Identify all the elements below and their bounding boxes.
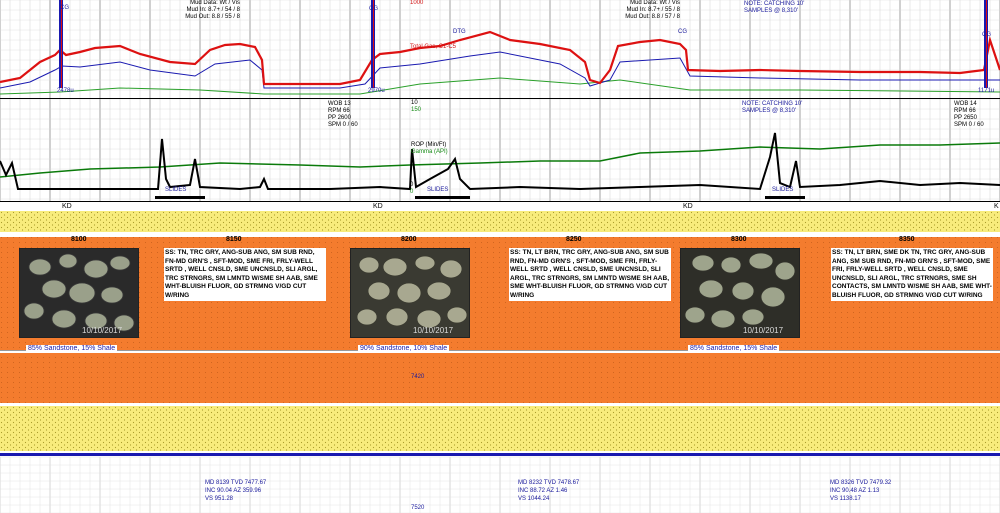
drill-param: WOB 13 <box>328 101 351 107</box>
survey-line: VS 1044.24 <box>518 496 550 502</box>
mud-data-line: Mud In: 8.7+ / 55 / 8 <box>626 7 680 13</box>
survey-line: MD 8326 TVD 7479.32 <box>830 480 892 486</box>
sample-note: NOTE: CATCHING 10' <box>742 101 803 107</box>
rop-gamma-track <box>0 99 1000 201</box>
slide-interval <box>155 196 205 199</box>
sample-note: NOTE: CATCHING 10' <box>744 1 805 7</box>
kd-label: K <box>994 203 999 210</box>
depth-label: 8150 <box>226 236 242 243</box>
sample-note: SAMPLES @ 8,310' <box>742 108 796 114</box>
gas-scale-top: 1000 <box>410 0 424 6</box>
cg-spike <box>61 0 62 88</box>
mud-data-line: Mud Out: 8.8 / 55 / 8 <box>185 14 240 20</box>
rop-curve <box>0 132 1000 191</box>
cuttings-photo: 10/10/2017 <box>680 248 800 338</box>
kd-label: KD <box>683 203 693 210</box>
gas-aux-curve <box>0 77 1000 95</box>
tvd-tick: 7420 <box>411 374 425 380</box>
photo-stamp: 10/10/2017 <box>82 326 123 335</box>
tvd-tick: 7520 <box>411 505 425 511</box>
gamma-curve <box>0 142 1000 178</box>
survey-line: MD 8139 TVD 7477.67 <box>205 480 267 486</box>
rop-scale-bottom: 0 <box>410 182 414 188</box>
total-gas-label: Total Gas, C1-C5 <box>410 44 457 50</box>
mud-data-line: Mud In: 8.7+ / 54 / 8 <box>186 7 240 13</box>
sandstone-zone <box>0 353 1000 403</box>
drill-param: SPM 0 / 60 <box>954 122 984 128</box>
survey-line: VS 951.28 <box>205 496 234 502</box>
gas-track <box>0 0 1000 99</box>
rop-scale-top: 10 <box>411 100 418 106</box>
survey-line: INC 90.04 AZ 359.96 <box>205 488 262 494</box>
slides-label: SLIDES <box>772 187 794 193</box>
cuttings-image: 10/10/2017 <box>681 249 799 337</box>
survey-line: VS 1138.17 <box>830 496 861 502</box>
sample-caption: 85% Sandstone, 15% Shale <box>688 345 780 352</box>
total-gas-curve <box>0 30 1000 86</box>
slides-label: SLIDES <box>427 187 449 193</box>
drill-param: RPM 66 <box>328 108 350 114</box>
gamma-scale-bottom: 0 <box>410 189 414 195</box>
cg-spike <box>373 0 374 88</box>
photo-stamp: 10/10/2017 <box>413 326 454 335</box>
cuttings-image: 10/10/2017 <box>351 249 469 337</box>
mud-data-line: Mud Data: Wt / Vis <box>190 0 240 6</box>
cg-marker: CG <box>982 32 991 38</box>
sand-band-bottom <box>0 406 1000 451</box>
drill-param: PP 2600 <box>328 115 351 121</box>
depth-label: 8250 <box>566 236 582 243</box>
survey-line: INC 88.72 AZ 1.46 <box>518 488 568 494</box>
gamma-scale-top: 150 <box>411 107 422 113</box>
depth-label: 8200 <box>401 236 417 243</box>
slide-intervals <box>155 196 805 199</box>
photo-stamp: 10/10/2017 <box>743 326 784 335</box>
gamma-label: Gamma (API) <box>411 149 448 155</box>
slides-label: SLIDES <box>165 187 187 193</box>
rop-grid <box>0 99 1000 201</box>
gas-peak-value: 1171u <box>978 88 995 94</box>
strip-grid <box>0 456 1000 513</box>
rop-label: ROP (Min/Ft) <box>411 142 447 148</box>
cg-marker: CG <box>678 29 687 35</box>
sample-note: SAMPLES @ 8,310' <box>744 8 798 14</box>
sample-caption: 90% Sandstone, 10% Shale <box>358 345 450 352</box>
sand-band-top <box>0 211 1000 232</box>
depth-label: 8100 <box>71 236 87 243</box>
cg-marker: CG <box>369 6 378 12</box>
depth-label: 8350 <box>899 236 915 243</box>
shale-band <box>0 232 1000 236</box>
cuttings-image: 10/10/2017 <box>20 249 138 337</box>
cuttings-photo: 10/10/2017 <box>350 248 470 338</box>
drill-param: WOB 14 <box>954 101 977 107</box>
cuttings-photo: 10/10/2017 <box>19 248 139 338</box>
kd-label: KD <box>373 203 383 210</box>
connection-gas-spikes <box>59 0 988 88</box>
slide-interval <box>415 196 470 199</box>
dtg-marker: DTG <box>453 29 466 35</box>
drill-param: RPM 66 <box>954 108 976 114</box>
gas-peak-value: 2478u <box>57 88 74 94</box>
slide-interval <box>765 196 805 199</box>
lithology-description: SS: TN, TRC GRY, ANG-SUB ANG, SM SUB RND… <box>164 248 326 301</box>
depth-label: 8300 <box>731 236 747 243</box>
gas-peak-value: 2970u <box>368 88 385 94</box>
lithology-description: SS: TN, LT BRN, SME DK TN, TRC GRY, ANG-… <box>831 248 993 301</box>
kd-label: KD <box>62 203 72 210</box>
survey-line: INC 90.48 AZ 1.13 <box>830 488 880 494</box>
drill-param: SPM 0 / 60 <box>328 122 358 128</box>
drill-param: PP 2650 <box>954 115 977 121</box>
gas-c1-curve <box>0 51 1000 89</box>
lithology-description: SS: TN, LT BRN, TRC GRY, ANG-SUB ANG, SM… <box>509 248 671 301</box>
cg-marker: CG <box>60 5 69 11</box>
sample-caption: 85% Sandstone, 15% Shale <box>26 345 118 352</box>
formation-line <box>0 453 1000 456</box>
mud-data-line: Mud Out: 8.8 / 57 / 8 <box>625 14 680 20</box>
mud-data-line: Mud Data: Wt / Vis <box>630 0 680 6</box>
cg-spike <box>986 0 987 88</box>
survey-line: MD 8232 TVD 7478.67 <box>518 480 580 486</box>
